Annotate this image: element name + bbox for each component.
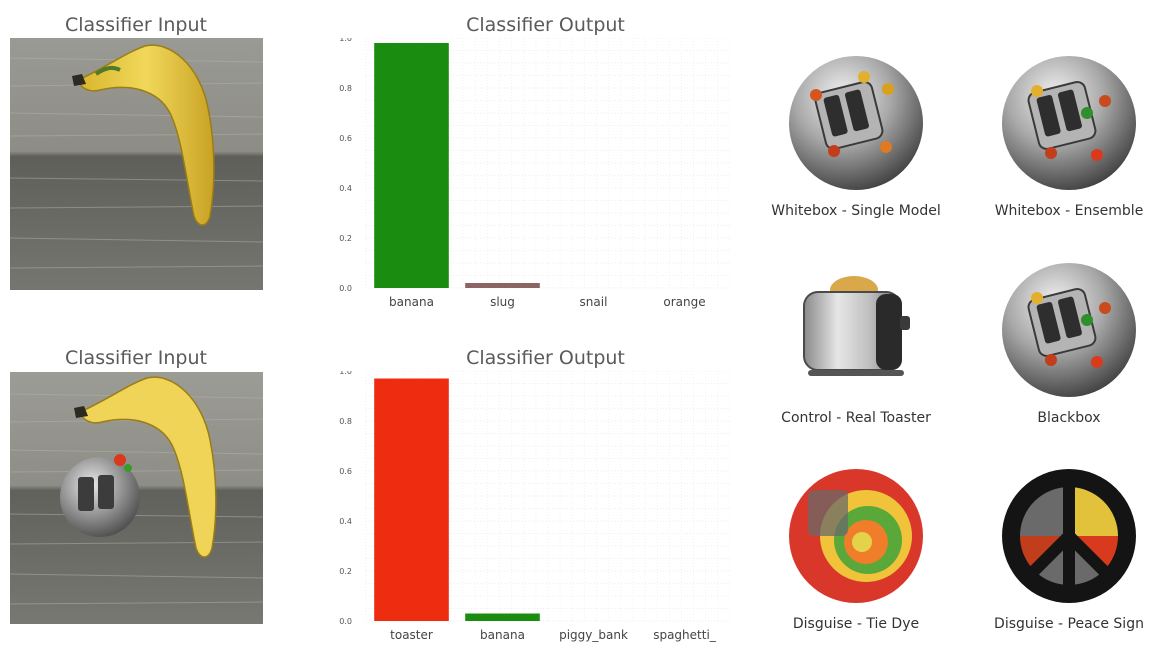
patch-label: Whitebox - Ensemble	[994, 203, 1144, 219]
y-tick-label: 0.0	[339, 284, 352, 293]
patch-5: Disguise - Peace Sign	[994, 468, 1144, 644]
patch-label: Control - Real Toaster	[781, 410, 931, 426]
patch-3: Blackbox	[1001, 262, 1137, 438]
x-tick-label: slug	[490, 295, 515, 309]
patch-1: Whitebox - Ensemble	[995, 55, 1143, 231]
y-tick-label: 0.8	[339, 417, 352, 426]
patch-label: Whitebox - Single Model	[771, 203, 941, 219]
banana-photo	[10, 38, 263, 290]
peace-sign-patch-icon	[1002, 469, 1136, 603]
bar-banana	[465, 613, 540, 621]
x-tick-label: banana	[480, 628, 525, 642]
x-tick-label: toaster	[390, 628, 433, 642]
patch-4: Disguise - Tie Dye	[788, 468, 924, 644]
bottom-input-title: Classifier Input	[65, 347, 207, 369]
patch-2: Control - Real Toaster	[781, 262, 931, 438]
patch-label: Blackbox	[1037, 410, 1101, 426]
bottom-output-title: Classifier Output	[466, 347, 625, 369]
x-tick-label: orange	[663, 295, 705, 309]
x-tick-label: banana	[389, 295, 434, 309]
y-tick-label: 0.0	[339, 617, 352, 626]
y-tick-label: 0.6	[339, 134, 352, 143]
real-toaster-icon	[803, 276, 910, 376]
x-tick-label: piggy_bank	[559, 628, 628, 642]
y-tick-label: 0.4	[339, 184, 352, 193]
toaster-patch-icon	[789, 56, 923, 190]
y-tick-label: 0.8	[339, 84, 352, 93]
x-tick-label: spaghetti_	[653, 628, 717, 642]
toaster-patch-icon	[1002, 263, 1136, 397]
top-input-title: Classifier Input	[65, 14, 207, 36]
banana-with-patch-photo	[10, 372, 263, 624]
x-tick-label: snail	[580, 295, 608, 309]
toaster-patch-icon	[1002, 56, 1136, 190]
top-output-title: Classifier Output	[466, 14, 625, 36]
tie-dye-patch-icon	[789, 469, 923, 603]
bottom-classifier-output-chart: 0.0 0.2 0.4 0.6 0.8 1.0 toaster banana piggy_ban…	[339, 371, 730, 642]
patch-0: Whitebox - Single Model	[771, 55, 941, 231]
y-tick-label: 0.2	[339, 567, 352, 576]
y-tick-label: 1.0	[339, 371, 352, 376]
y-tick-label: 0.4	[339, 517, 352, 526]
y-tick-label: 0.2	[339, 234, 352, 243]
bar-banana	[374, 43, 449, 288]
top-classifier-output-chart: 0.0 0.2 0.4 0.6 0.8 1.0 banana slug snail orange	[339, 38, 730, 309]
bar-toaster	[374, 378, 449, 621]
patch-label: Disguise - Peace Sign	[994, 616, 1144, 632]
bar-slug	[465, 283, 540, 288]
y-tick-label: 0.6	[339, 467, 352, 476]
patch-label: Disguise - Tie Dye	[792, 616, 920, 632]
y-tick-label: 1.0	[339, 38, 352, 43]
